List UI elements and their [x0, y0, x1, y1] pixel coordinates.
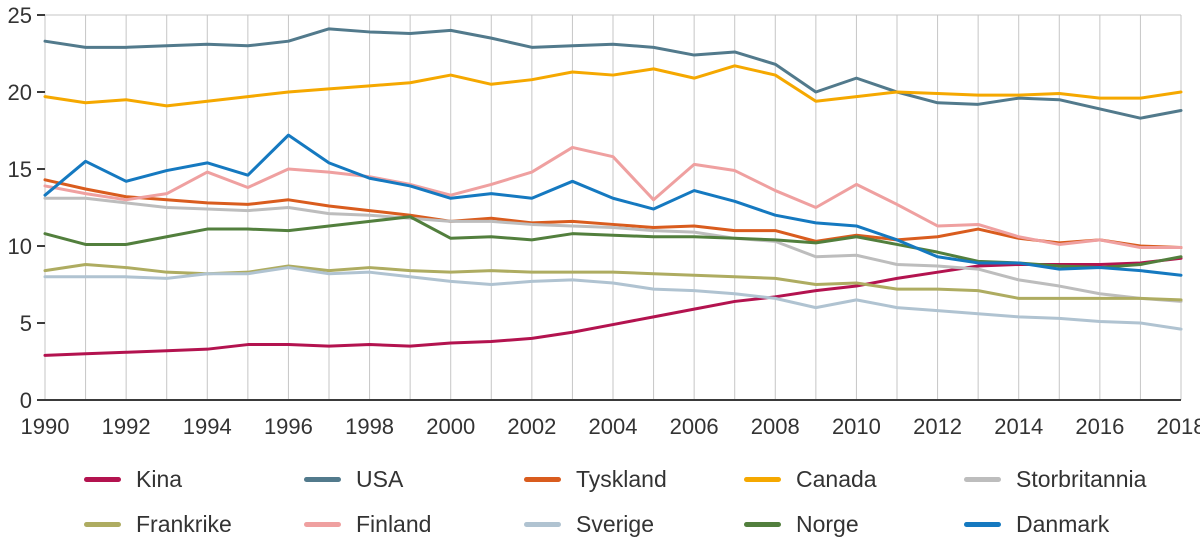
x-tick-label-2010: 2010: [832, 414, 881, 439]
series-line-finland: [43, 145, 1183, 250]
legend-label-canada: Canada: [796, 466, 877, 492]
x-tick-label-1996: 1996: [264, 414, 313, 439]
x-tick-label-2006: 2006: [670, 414, 719, 439]
series-line-sverige: [43, 266, 1183, 331]
series-line-tyskland: [43, 178, 1183, 250]
x-tick-label-2014: 2014: [994, 414, 1043, 439]
y-tick-label-15: 15: [8, 157, 32, 182]
y-tick-label-20: 20: [8, 80, 32, 105]
legend-item-finland: Finland: [304, 511, 524, 538]
legend-swatch-usa: [304, 477, 341, 482]
legend-label-finland: Finland: [356, 511, 432, 537]
x-tick-label-2004: 2004: [589, 414, 638, 439]
x-tick-label-2000: 2000: [426, 414, 475, 439]
legend-swatch-canada: [744, 477, 781, 482]
x-tick-label-2008: 2008: [751, 414, 800, 439]
legend-label-storbritannia: Storbritannia: [1016, 466, 1147, 492]
x-tick-label-2012: 2012: [913, 414, 962, 439]
legend-label-frankrike: Frankrike: [136, 511, 232, 537]
legend-label-tyskland: Tyskland: [576, 466, 667, 492]
legend-swatch-storbritannia: [964, 477, 1001, 482]
legend-label-sverige: Sverige: [576, 511, 654, 537]
series-line-kina: [43, 256, 1183, 357]
x-tick-label-1998: 1998: [345, 414, 394, 439]
legend-swatch-danmark: [964, 522, 1001, 527]
chart-legend: Kina USA Tyskland Canada Storbritannia Frankr…: [84, 466, 1200, 538]
y-tick-label-25: 25: [8, 3, 32, 28]
line-chart: 0 5 10 15 20 25 1990 1992 1994 1996 1998 2000 2002 20…: [8, 3, 1200, 439]
x-tick-label-1992: 1992: [102, 414, 151, 439]
x-tick-label-2016: 2016: [1075, 414, 1124, 439]
legend-item-danmark: Danmark: [964, 511, 1184, 538]
legend-item-usa: USA: [304, 466, 524, 493]
legend-item-storbritannia: Storbritannia: [964, 466, 1184, 493]
legend-item-norge: Norge: [744, 511, 964, 538]
x-tick-label-2018: 2018: [1157, 414, 1200, 439]
legend-swatch-frankrike: [84, 522, 121, 527]
series-line-danmark: [43, 133, 1183, 277]
x-tick-label-2002: 2002: [507, 414, 556, 439]
legend-swatch-tyskland: [524, 477, 561, 482]
legend-label-kina: Kina: [136, 466, 183, 492]
legend-swatch-sverige: [524, 522, 561, 527]
legend-label-usa: USA: [356, 466, 404, 492]
x-tick-label-1990: 1990: [21, 414, 70, 439]
legend-swatch-kina: [84, 477, 121, 482]
legend-label-danmark: Danmark: [1016, 511, 1110, 537]
legend-item-sverige: Sverige: [524, 511, 744, 538]
series-line-storbritannia: [43, 196, 1183, 303]
chart-canvas: 0 5 10 15 20 25 1990 1992 1994 1996 1998 2000 2002 20…: [8, 3, 1200, 439]
legend-label-norge: Norge: [796, 511, 859, 537]
x-tick-label-1994: 1994: [183, 414, 232, 439]
legend-item-tyskland: Tyskland: [524, 466, 744, 493]
y-tick-label-10: 10: [8, 234, 32, 259]
legend-item-canada: Canada: [744, 466, 964, 493]
legend-item-frankrike: Frankrike: [84, 511, 304, 538]
legend-swatch-norge: [744, 522, 781, 527]
series-line-usa: [43, 27, 1183, 120]
legend-item-kina: Kina: [84, 466, 304, 493]
series-line-canada: [43, 64, 1183, 108]
y-tick-label-0: 0: [20, 388, 32, 413]
y-tick-label-5: 5: [20, 311, 32, 336]
legend-swatch-finland: [304, 522, 341, 527]
